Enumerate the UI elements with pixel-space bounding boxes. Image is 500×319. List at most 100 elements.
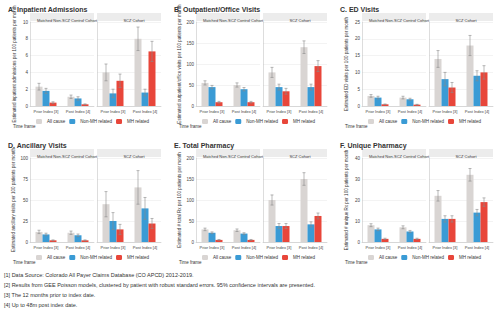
svg-text:Prior Index [3]: Prior Index [3] xyxy=(366,245,391,250)
svg-text:MH related: MH related xyxy=(293,255,316,260)
svg-text:All cause: All cause xyxy=(379,119,398,124)
svg-text:25: 25 xyxy=(23,219,29,224)
svg-text:Post Index [4]: Post Index [4] xyxy=(133,109,157,114)
svg-text:8: 8 xyxy=(25,36,28,41)
svg-text:Prior Index [3]: Prior Index [3] xyxy=(101,109,126,114)
svg-text:Time frame: Time frame xyxy=(345,260,368,265)
svg-text:200: 200 xyxy=(186,156,194,161)
svg-text:Estimated ancillary visits per: Estimated ancillary visits per 100 patie… xyxy=(11,147,16,252)
svg-text:Non-MH related: Non-MH related xyxy=(80,255,112,260)
svg-text:E. Total Pharmacy: E. Total Pharmacy xyxy=(174,142,234,150)
svg-text:100: 100 xyxy=(20,156,28,161)
svg-text:All cause: All cause xyxy=(213,255,232,260)
svg-text:20: 20 xyxy=(355,198,361,203)
svg-text:MH related: MH related xyxy=(459,255,482,260)
svg-text:Time frame: Time frame xyxy=(13,124,36,129)
svg-text:Post Index [4]: Post Index [4] xyxy=(398,109,422,114)
svg-text:MH related: MH related xyxy=(459,119,482,124)
svg-text:10: 10 xyxy=(355,70,361,75)
svg-text:All cause: All cause xyxy=(213,119,232,124)
svg-text:MH related: MH related xyxy=(293,119,316,124)
svg-text:5: 5 xyxy=(357,87,360,92)
svg-text:Time frame: Time frame xyxy=(345,124,368,129)
svg-text:15: 15 xyxy=(355,53,361,58)
svg-text:25: 25 xyxy=(355,20,361,25)
svg-text:10: 10 xyxy=(355,219,361,224)
svg-text:Estimated # unique Rx per 100: Estimated # unique Rx per 100 patients p… xyxy=(344,149,349,250)
svg-text:10: 10 xyxy=(23,20,29,25)
svg-text:Prior Index [3]: Prior Index [3] xyxy=(34,245,59,250)
svg-text:All cause: All cause xyxy=(47,119,66,124)
svg-text:50: 50 xyxy=(23,198,29,203)
svg-text:20: 20 xyxy=(355,36,361,41)
svg-text:150: 150 xyxy=(186,41,194,46)
svg-text:B. Outpatient/Office Visits: B. Outpatient/Office Visits xyxy=(174,6,260,14)
svg-text:Prior Index [3]: Prior Index [3] xyxy=(433,245,458,250)
svg-text:Post Index [4]: Post Index [4] xyxy=(465,109,489,114)
svg-text:All cause: All cause xyxy=(379,255,398,260)
svg-text:Post Index [4]: Post Index [4] xyxy=(398,245,422,250)
svg-text:D. Ancillary Visits: D. Ancillary Visits xyxy=(8,142,67,150)
svg-text:Prior Index [3]: Prior Index [3] xyxy=(433,109,458,114)
svg-text:150: 150 xyxy=(186,177,194,182)
svg-text:Prior Index [3]: Prior Index [3] xyxy=(366,109,391,114)
svg-text:Prior Index [3]: Prior Index [3] xyxy=(200,109,225,114)
svg-text:Non-MH related: Non-MH related xyxy=(412,255,444,260)
svg-text:30: 30 xyxy=(355,177,361,182)
svg-text:Matched Non-SCZ Control Cohort: Matched Non-SCZ Control Cohort xyxy=(37,18,98,23)
svg-text:Time frame: Time frame xyxy=(179,124,202,129)
svg-text:Post Index [4]: Post Index [4] xyxy=(66,245,90,250)
svg-text:0: 0 xyxy=(25,240,28,245)
svg-text:Non-MH related: Non-MH related xyxy=(412,119,444,124)
svg-text:SCZ Cohort: SCZ Cohort xyxy=(455,18,477,23)
svg-text:0: 0 xyxy=(191,240,194,245)
svg-text:100: 100 xyxy=(186,62,194,67)
svg-text:Prior Index [3]: Prior Index [3] xyxy=(267,109,292,114)
svg-text:Matched Non-SCZ Control Cohort: Matched Non-SCZ Control Cohort xyxy=(369,154,430,159)
svg-text:A. Inpatient Admissions: A. Inpatient Admissions xyxy=(8,6,88,14)
svg-text:[2] Results from GEE Poisson m: [2] Results from GEE Poisson models, clu… xyxy=(4,282,315,288)
svg-text:Prior Index [3]: Prior Index [3] xyxy=(101,245,126,250)
svg-text:50: 50 xyxy=(189,83,195,88)
svg-text:Time frame: Time frame xyxy=(13,260,36,265)
svg-text:0: 0 xyxy=(25,104,28,109)
svg-text:SCZ Cohort: SCZ Cohort xyxy=(123,154,145,159)
svg-text:Prior Index [3]: Prior Index [3] xyxy=(34,109,59,114)
svg-text:Matched Non-SCZ Control Cohort: Matched Non-SCZ Control Cohort xyxy=(203,154,264,159)
svg-text:100: 100 xyxy=(186,198,194,203)
svg-text:[3] The 12 months prior to ind: [3] The 12 months prior to index date. xyxy=(4,292,96,298)
svg-text:MH related: MH related xyxy=(127,119,150,124)
svg-text:0: 0 xyxy=(191,104,194,109)
svg-text:Estimated # total Rx per 100 p: Estimated # total Rx per 100 patients pe… xyxy=(177,152,182,248)
svg-text:Post Index [4]: Post Index [4] xyxy=(133,245,157,250)
svg-text:75: 75 xyxy=(23,177,29,182)
svg-text:Estimated ED visits per 100 pa: Estimated ED visits per 100 patients per… xyxy=(344,17,349,111)
svg-text:Post Index [4]: Post Index [4] xyxy=(232,109,256,114)
svg-text:40: 40 xyxy=(355,156,361,161)
svg-text:SCZ Cohort: SCZ Cohort xyxy=(289,154,311,159)
svg-text:Matched Non-SCZ Control Cohort: Matched Non-SCZ Control Cohort xyxy=(369,18,430,23)
svg-text:SCZ Cohort: SCZ Cohort xyxy=(289,18,311,23)
svg-text:C. ED Visits: C. ED Visits xyxy=(340,6,379,13)
svg-text:Post Index [4]: Post Index [4] xyxy=(299,245,323,250)
svg-text:0: 0 xyxy=(357,104,360,109)
svg-text:Non-MH related: Non-MH related xyxy=(246,255,278,260)
svg-text:Time frame: Time frame xyxy=(179,260,202,265)
svg-text:MH related: MH related xyxy=(127,255,150,260)
svg-text:Estimated outpatient/office vi: Estimated outpatient/office visits per 1… xyxy=(177,4,182,124)
svg-text:SCZ Cohort: SCZ Cohort xyxy=(123,18,145,23)
svg-text:2: 2 xyxy=(25,87,28,92)
svg-text:SCZ Cohort: SCZ Cohort xyxy=(455,154,477,159)
svg-text:Non-MH related: Non-MH related xyxy=(246,119,278,124)
svg-text:6: 6 xyxy=(25,53,28,58)
svg-text:Post Index [4]: Post Index [4] xyxy=(299,109,323,114)
svg-text:Prior Index [3]: Prior Index [3] xyxy=(267,245,292,250)
svg-text:4: 4 xyxy=(25,70,28,75)
svg-text:Post Index [4]: Post Index [4] xyxy=(465,245,489,250)
svg-text:200: 200 xyxy=(186,20,194,25)
svg-text:Prior Index [3]: Prior Index [3] xyxy=(200,245,225,250)
svg-text:Post Index [4]: Post Index [4] xyxy=(66,109,90,114)
svg-text:Post Index [4]: Post Index [4] xyxy=(232,245,256,250)
svg-text:[4] Up to 48m post index date.: [4] Up to 48m post index date. xyxy=(4,302,78,308)
svg-text:[1] Data Source: Colorado All: [1] Data Source: Colorado All Payer Clai… xyxy=(4,272,194,278)
